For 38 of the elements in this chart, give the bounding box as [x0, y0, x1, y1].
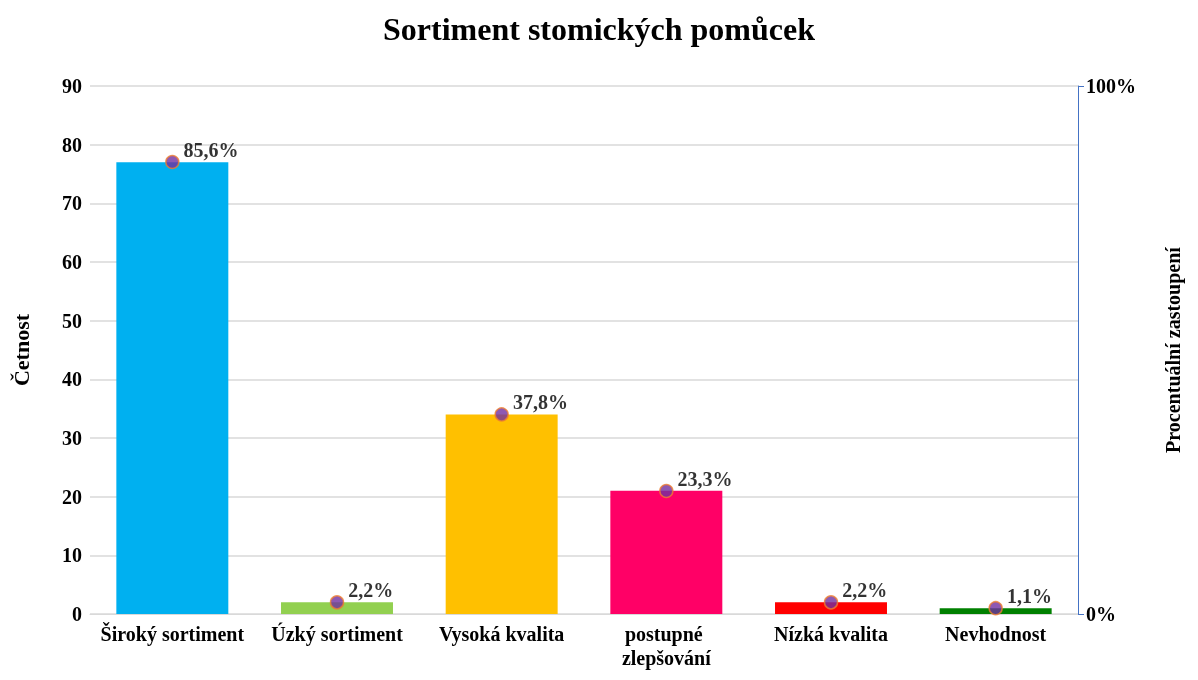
bar — [281, 602, 393, 614]
point — [659, 483, 674, 499]
y-tick-label: 50 — [62, 309, 82, 332]
y-tick-label: 70 — [62, 192, 82, 215]
data-label: 1,1% — [1006, 585, 1052, 608]
y-tick-label: 30 — [62, 427, 82, 449]
y2-axis-title: Procentuální zastoupení — [1162, 246, 1185, 453]
x-tick-label: postupné zlepšování — [621, 623, 712, 670]
bar — [445, 414, 558, 614]
x-tick-label: Nevhodnost — [945, 623, 1047, 645]
y-axis-title: Četnost — [8, 313, 34, 387]
x-tick-label: Nízká kvalita — [774, 623, 888, 645]
point — [165, 154, 180, 170]
y-tick-label: 40 — [62, 368, 82, 391]
y2-tick-label: 100% — [1086, 75, 1136, 97]
data-label: 23,3% — [677, 467, 733, 490]
y2-tick-label: 0% — [1086, 603, 1116, 625]
point — [988, 600, 1003, 616]
data-label: 85,6% — [183, 139, 239, 162]
y-tick-label: 60 — [62, 251, 82, 273]
bar — [775, 602, 887, 614]
point — [823, 595, 839, 610]
point — [494, 407, 509, 422]
y-tick-label: 20 — [62, 485, 82, 508]
chart-title: Sortiment stomických pomůcek — [383, 11, 816, 47]
y-tick-label: 0 — [72, 603, 82, 625]
data-label: 37,8% — [512, 391, 568, 414]
bar — [116, 162, 229, 614]
point — [329, 595, 345, 610]
y-tick-label: 90 — [62, 75, 82, 97]
x-tick-label: Vysoká kvalita — [438, 623, 565, 646]
data-label: 2,2% — [348, 579, 394, 602]
data-label: 2,2% — [842, 579, 888, 602]
bar — [610, 490, 723, 614]
y-tick-label: 80 — [62, 133, 82, 156]
y-tick-label: 10 — [62, 544, 82, 567]
x-tick-label: Úzký sortiment — [271, 622, 404, 646]
x-tick-label: Široký sortiment — [100, 622, 245, 646]
